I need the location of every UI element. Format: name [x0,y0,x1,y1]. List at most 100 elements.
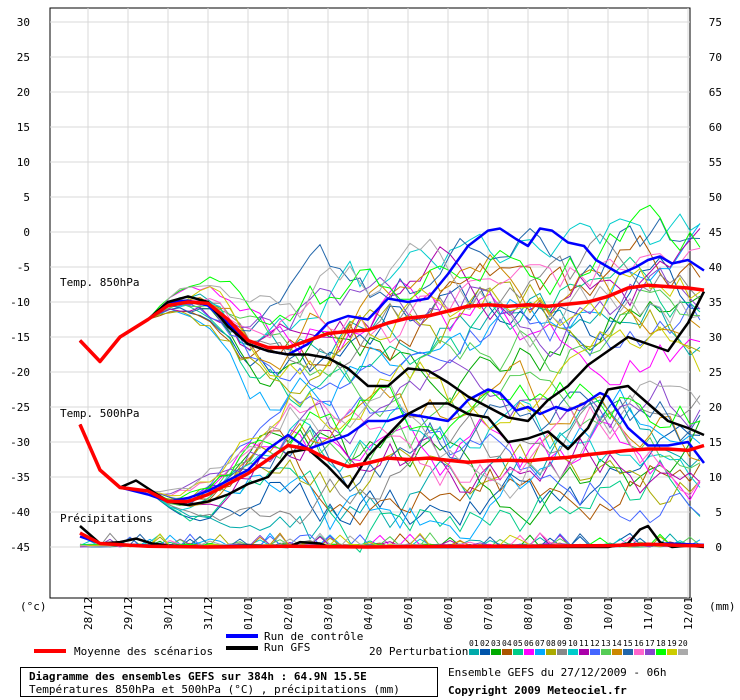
y2-tick-label: 50 [709,191,722,204]
x-tick-label: 11/01 [642,597,655,630]
perturbation-swatch [579,649,589,655]
perturbation-swatch [612,649,622,655]
grid [50,8,690,598]
perturbation-swatch [667,649,677,655]
perturbation-line [79,228,701,363]
perturbation-line [79,238,701,363]
perturbation-line [79,213,701,363]
perturbation-code: 15 [623,639,633,648]
perturbation-code: 04 [502,639,512,648]
perturbation-line [79,326,701,497]
perturbation-swatch [480,649,490,655]
y2-tick-label: 30 [709,331,722,344]
perturbation-code: 01 [469,639,479,648]
x-tick-label: 08/01 [522,597,535,630]
y-tick-label: -45 [10,541,30,554]
perturbation-code: 09 [557,639,567,648]
y-tick-label: -30 [10,436,30,449]
x-tick-label: 01/01 [242,597,255,630]
copyright: Copyright 2009 Meteociel.fr [448,684,627,697]
legend: Run de contrôle Run GFS Moyenne des scén… [34,630,688,658]
perturbation-swatch [469,649,479,655]
info-title: Diagramme des ensembles GEFS sur 384h : … [29,670,367,683]
y2-tick-label: 55 [709,156,722,169]
perturbation-code: 16 [634,639,644,648]
series-gfs-t850 [79,290,706,423]
legend-perturbations-label: 20 Perturbations [369,645,475,658]
x-tick-label: 05/01 [402,597,415,630]
main-series [78,227,706,549]
perturbation-code: 03 [491,639,501,648]
series-mean-precip [79,531,704,549]
series-mean-t500 [78,423,705,504]
y-tick-label: 15 [17,121,30,134]
perturbation-line [79,280,701,386]
y2-tick-label: 10 [709,471,722,484]
perturbation-swatch [678,649,688,655]
panel-label-t500: Temp. 500hPa [60,407,139,420]
perturbation-swatch [546,649,556,655]
right-unit-label: (mm) [709,600,736,613]
y-tick-label: 30 [17,16,30,29]
perturbation-code: 20 [678,639,688,648]
x-tick-label: 10/01 [602,597,615,630]
x-axis-ticks: 28/12 29/12 30/12 31/12 01/01 02/01 03/01 04/01… [82,597,695,630]
y2-tick-label: 40 [709,261,722,274]
perturbation-code: 10 [568,639,578,648]
y2-tick-label: 65 [709,86,722,99]
perturbation-line [79,223,701,411]
perturbation-swatch [535,649,545,655]
x-tick-label: 06/01 [442,597,455,630]
y2-tick-label: 75 [709,16,722,29]
panel-label-t850: Temp. 850hPa [60,276,139,289]
perturbation-swatch [491,649,501,655]
x-tick-label: 12/01 [682,597,695,630]
y2-tick-label: 5 [715,506,722,519]
run-info: Ensemble GEFS du 27/12/2009 - 06h [448,666,667,679]
y-tick-label: 5 [23,191,30,204]
x-tick-label: 07/01 [482,597,495,630]
y2-tick-label: 20 [709,401,722,414]
perturbation-swatch [502,649,512,655]
y2-tick-label: 15 [709,436,722,449]
series-mean-t850 [78,283,705,364]
y2-tick-label: 70 [709,51,722,64]
perturbation-codes: 01 02 03 04 05 06 07 08 09 10 11 12 13 14 15 16 17 18 19 20 [469,639,688,655]
y-tick-label: -10 [10,296,30,309]
y2-tick-label: 60 [709,121,722,134]
perturbation-code: 18 [656,639,666,648]
perturbation-swatch [645,649,655,655]
y-tick-label: -20 [10,366,30,379]
y-tick-label: 0 [23,226,30,239]
perturbation-line [79,359,701,496]
y-tick-label: 10 [17,156,30,169]
x-tick-label: 31/12 [202,597,215,630]
x-tick-label: 28/12 [82,597,95,630]
perturbation-line [79,424,701,553]
perturbation-line [79,381,701,502]
y2-tick-label: 45 [709,226,722,239]
perturbation-swatch [634,649,644,655]
perturbation-swatch [568,649,578,655]
x-tick-label: 03/01 [322,597,335,630]
x-tick-label: 29/12 [122,597,135,630]
perturbation-line [79,399,701,540]
y-tick-label: -25 [10,401,30,414]
y-tick-label: -35 [10,471,30,484]
left-axis-ticks: 30 25 20 15 10 5 0 -5 -10 -15 -20 -25 -30 -35 -40 -45 [10,16,30,554]
perturbation-code: 12 [590,639,600,648]
perturbation-swatch [524,649,534,655]
y-tick-label: 20 [17,86,30,99]
perturbation-swatch [590,649,600,655]
perturbation-code: 17 [645,639,655,648]
x-tick-label: 09/01 [562,597,575,630]
y-tick-label: -5 [17,261,30,274]
perturbation-swatch [557,649,567,655]
perturbation-swatch [601,649,611,655]
left-unit-label: (°c) [20,600,47,613]
x-tick-label: 30/12 [162,597,175,630]
perturbation-code: 13 [601,639,611,648]
x-tick-label: 04/01 [362,597,375,630]
y-tick-label: 25 [17,51,30,64]
